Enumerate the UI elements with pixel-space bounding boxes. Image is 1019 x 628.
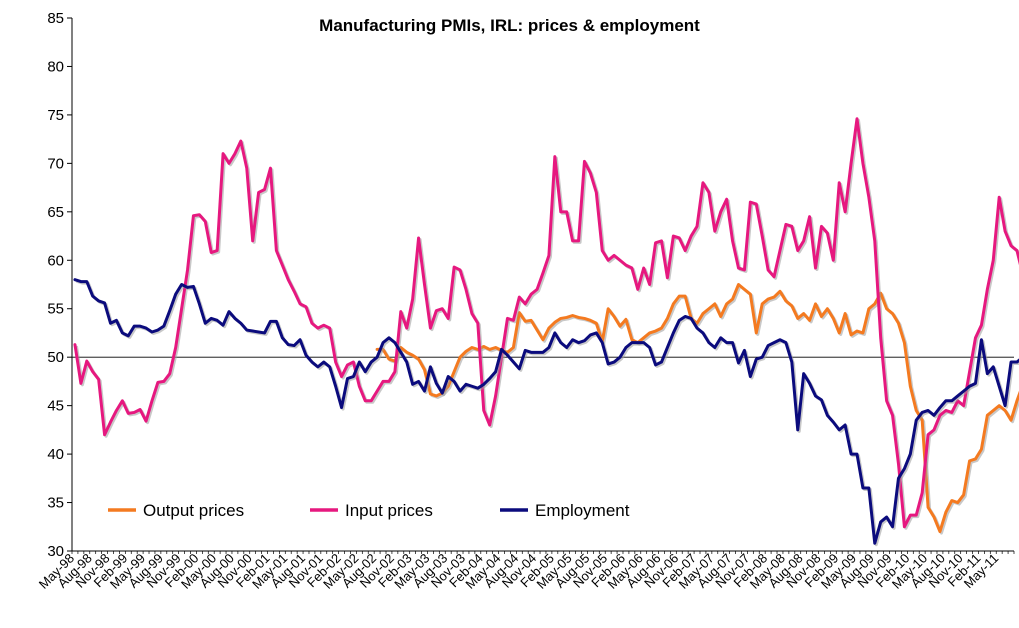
y-tick-label: 55 bbox=[47, 301, 64, 318]
legend-label-0: Output prices bbox=[143, 501, 244, 520]
y-tick-label: 65 bbox=[47, 204, 64, 221]
y-tick-label: 50 bbox=[47, 349, 64, 366]
chart-title: Manufacturing PMIs, IRL: prices & employ… bbox=[319, 16, 700, 35]
y-tick-label: 85 bbox=[47, 10, 64, 27]
y-tick-label: 40 bbox=[47, 446, 64, 463]
series-line-input-prices bbox=[73, 117, 1019, 529]
y-tick-label: 75 bbox=[47, 107, 64, 124]
legend-label-1: Input prices bbox=[345, 501, 433, 520]
legend-label-2: Employment bbox=[535, 501, 630, 520]
y-tick-label: 45 bbox=[47, 398, 64, 415]
y-tick-label: 30 bbox=[47, 543, 64, 560]
y-tick-label: 60 bbox=[47, 252, 64, 269]
y-tick-label: 70 bbox=[47, 155, 64, 172]
y-tick-label: 35 bbox=[47, 495, 64, 512]
y-tick-label: 80 bbox=[47, 58, 64, 75]
series-line-employment bbox=[73, 278, 1019, 545]
